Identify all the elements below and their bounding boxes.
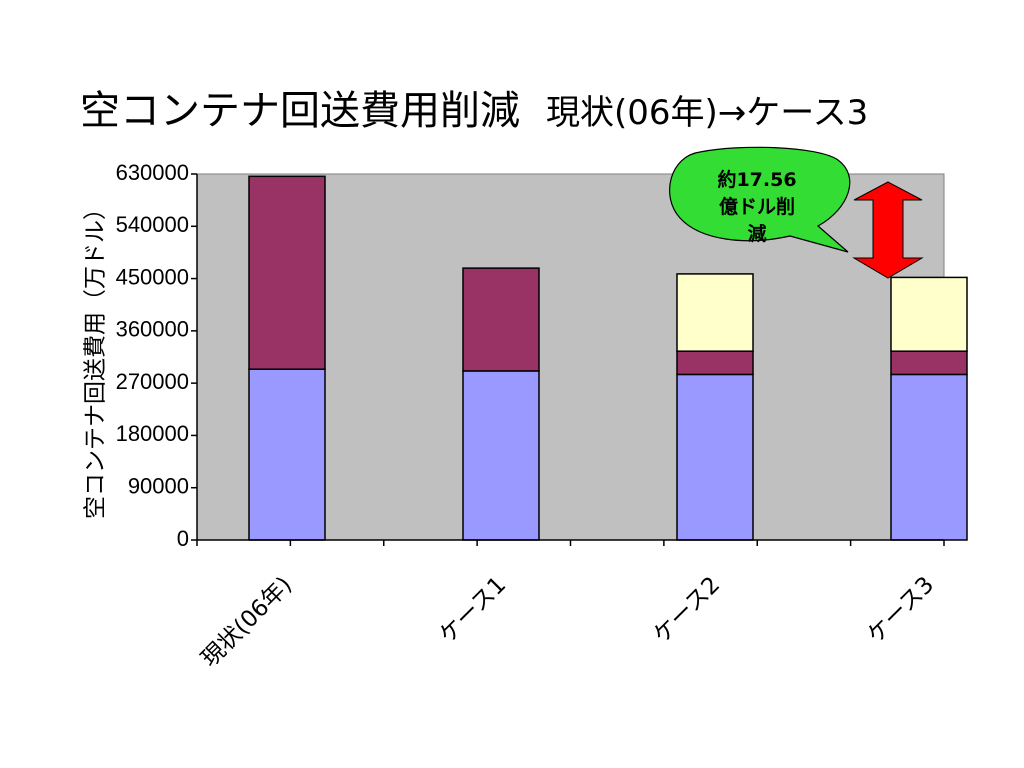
callout-line-1: 約17.56 bbox=[717, 168, 796, 191]
y-axis-label: 空コンテナ回送費用（万ドル） bbox=[83, 197, 109, 519]
y-tick-label: 270000 bbox=[116, 369, 189, 394]
bar-segment-2-s2 bbox=[462, 267, 540, 372]
bar-segment-1-s2 bbox=[248, 175, 326, 370]
bar-segment-4-s2 bbox=[890, 350, 968, 376]
slide-title: 空コンテナ回送費用削減 現状(06年)→ケース3 bbox=[80, 78, 868, 136]
y-tick-label: 540000 bbox=[116, 212, 189, 237]
bars-group bbox=[248, 175, 968, 541]
y-tick-label: 360000 bbox=[116, 317, 189, 342]
x-tick-label: ケース2 bbox=[649, 572, 726, 649]
callout-bubble: 約17.56 億ドル削 減 bbox=[669, 146, 851, 253]
speech-bubble-icon bbox=[669, 146, 851, 253]
x-tick-label: 現状(06年) bbox=[197, 572, 298, 673]
bar-segment-2-s1 bbox=[462, 370, 540, 541]
bar-segment-1-s1 bbox=[248, 368, 326, 541]
title-main: 空コンテナ回送費用削減 bbox=[80, 88, 520, 134]
bar-segment-3-s2 bbox=[676, 350, 754, 376]
y-tick-label: 0 bbox=[177, 526, 189, 551]
y-tick-label: 450000 bbox=[116, 264, 189, 289]
y-tick-label: 180000 bbox=[116, 421, 189, 446]
double-arrow-icon bbox=[852, 181, 924, 279]
bar-segment-3-s3 bbox=[676, 273, 754, 352]
bar-segment-4-s1 bbox=[890, 373, 968, 541]
x-tick-label: ケース3 bbox=[863, 572, 940, 649]
bar-segment-4-s3 bbox=[890, 276, 968, 352]
bar-segment-3-s1 bbox=[676, 373, 754, 541]
difference-arrow bbox=[852, 181, 924, 279]
callout-line-2: 億ドル削 bbox=[719, 195, 795, 218]
title-sub: 現状(06年)→ケース3 bbox=[546, 93, 869, 133]
x-tick-label: ケース1 bbox=[435, 572, 512, 649]
y-tick-label: 90000 bbox=[128, 474, 189, 499]
callout-line-3: 減 bbox=[747, 222, 766, 245]
y-tick-label: 630000 bbox=[116, 160, 189, 185]
